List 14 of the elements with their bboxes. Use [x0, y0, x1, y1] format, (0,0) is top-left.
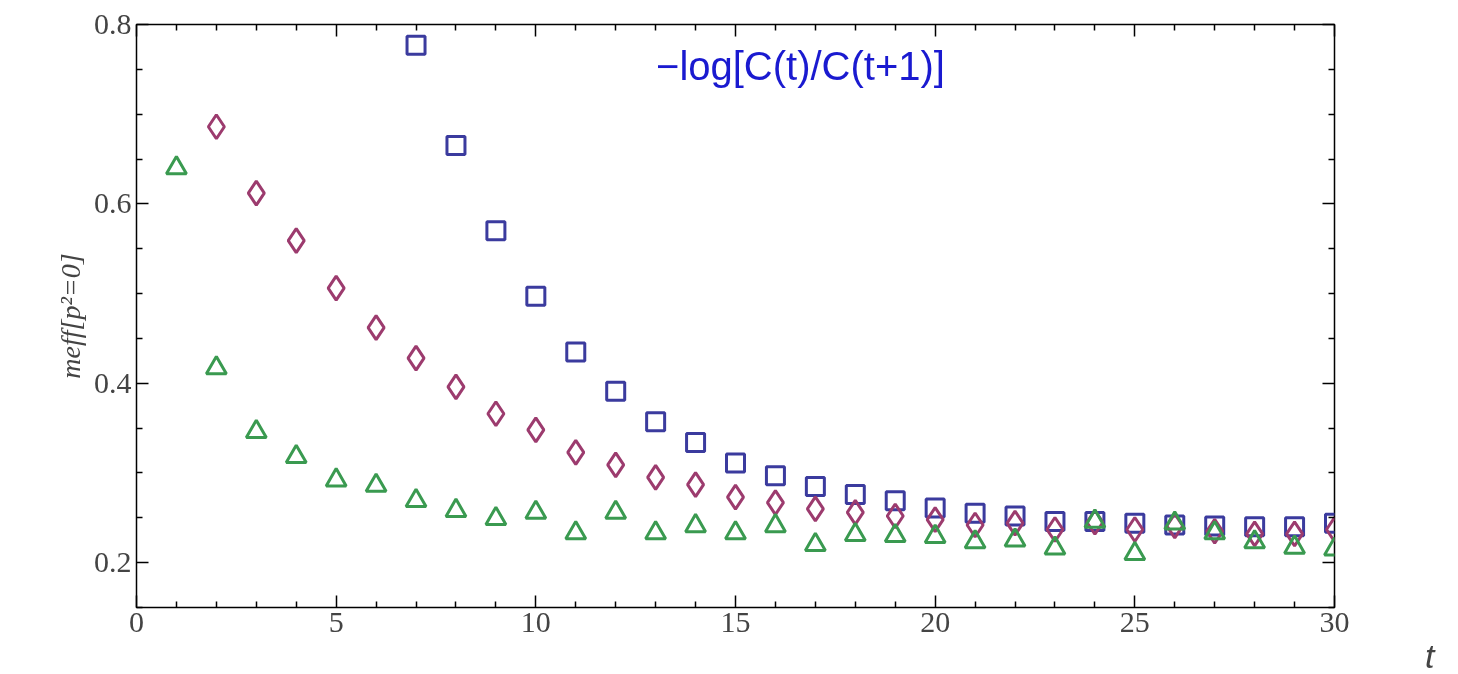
- y-tick-label: 0.2: [94, 545, 132, 579]
- x-tick-label: 30: [1319, 604, 1350, 638]
- x-tick-label: 25: [1119, 604, 1150, 638]
- x-axis-title: t: [1425, 636, 1437, 674]
- x-tick-label: 20: [920, 604, 951, 638]
- x-tick-label: 0: [129, 604, 144, 638]
- y-tick-label: 0.4: [94, 365, 132, 399]
- x-tick-label: 15: [720, 604, 751, 638]
- annotation: −log[C(t)/C(t+1)]: [656, 43, 945, 88]
- x-tick-label: 10: [520, 604, 551, 638]
- y-axis-title: meff[p²=0]: [55, 253, 86, 379]
- y-tick-label: 0.6: [94, 186, 132, 220]
- y-tick-label: 0.8: [94, 7, 132, 40]
- x-tick-label: 5: [328, 604, 344, 638]
